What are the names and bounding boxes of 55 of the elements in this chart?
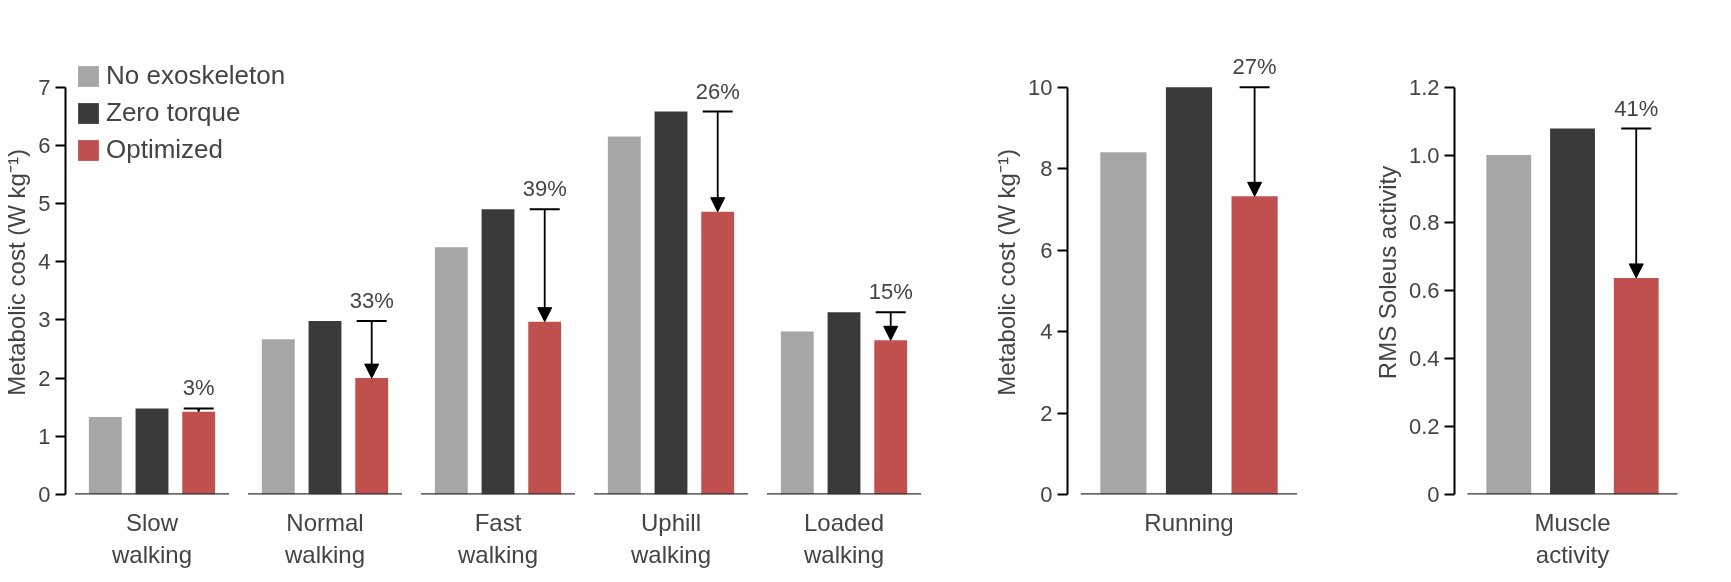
bar <box>1613 277 1659 495</box>
y-tick-label: 1.2 <box>1408 74 1440 100</box>
bar <box>1486 155 1532 495</box>
bar <box>874 340 908 495</box>
bar <box>355 378 389 495</box>
y-tick-label: 0 <box>38 482 51 507</box>
y-tick-label: 1.0 <box>1408 142 1440 168</box>
x-tick-label: Fast walking <box>456 508 539 568</box>
x-tick-label: Running <box>1144 508 1234 536</box>
bar <box>780 331 814 495</box>
y-tick-label: 7 <box>38 74 51 100</box>
bar <box>182 411 216 495</box>
y-tick-label: 0.4 <box>1408 346 1440 372</box>
y-tick-label: 4 <box>1040 319 1053 345</box>
legend-label: No exoskeleton <box>106 60 286 91</box>
x-tick-label: Uphill walking <box>629 508 712 568</box>
annotation: 3% <box>182 375 215 401</box>
annotation: 27% <box>1232 54 1277 80</box>
bar <box>701 211 735 495</box>
annotation: 39% <box>522 176 567 202</box>
bar <box>261 339 295 495</box>
y-tick-label: 6 <box>1040 237 1053 263</box>
x-tick-label: Muscle activity <box>1534 508 1611 568</box>
bar <box>1231 196 1278 495</box>
y-tick-label: 2 <box>1040 400 1053 426</box>
y-axis-title: Metabolic cost (W kg⁻¹) <box>3 149 31 396</box>
y-axis-title: Metabolic cost (W kg⁻¹) <box>993 149 1021 396</box>
y-tick-label: 0.2 <box>1408 414 1440 440</box>
y-axis-title: RMS Soleus activity <box>1373 165 1401 380</box>
x-tick-label: Normal walking <box>283 508 366 568</box>
y-tick-label: 6 <box>38 132 51 158</box>
y-tick-label: 0.6 <box>1408 278 1440 304</box>
bar <box>607 136 641 495</box>
y-tick-label: 5 <box>38 191 51 217</box>
legend-label: Zero torque <box>106 97 241 128</box>
y-tick-label: 3 <box>38 307 51 333</box>
bar <box>528 321 562 495</box>
y-tick-label: 0 <box>1427 482 1440 507</box>
y-tick-label: 1 <box>38 423 51 449</box>
y-tick-label: 2 <box>38 365 51 391</box>
x-tick-label: Loaded walking <box>802 508 885 568</box>
x-tick-label: Slow walking <box>110 508 193 568</box>
y-tick-label: 4 <box>38 249 51 275</box>
bar <box>1100 152 1147 495</box>
annotation: 15% <box>868 279 913 305</box>
y-tick-label: 10 <box>1028 74 1053 100</box>
legend-label: Optimized <box>106 134 224 165</box>
y-tick-label: 0 <box>1040 482 1053 507</box>
y-tick-label: 0.8 <box>1408 210 1440 236</box>
bar <box>434 247 468 495</box>
annotation: 26% <box>695 78 740 104</box>
annotation: 41% <box>1614 95 1659 121</box>
bar <box>88 417 122 495</box>
y-tick-label: 8 <box>1040 156 1053 182</box>
annotation: 33% <box>349 288 394 314</box>
